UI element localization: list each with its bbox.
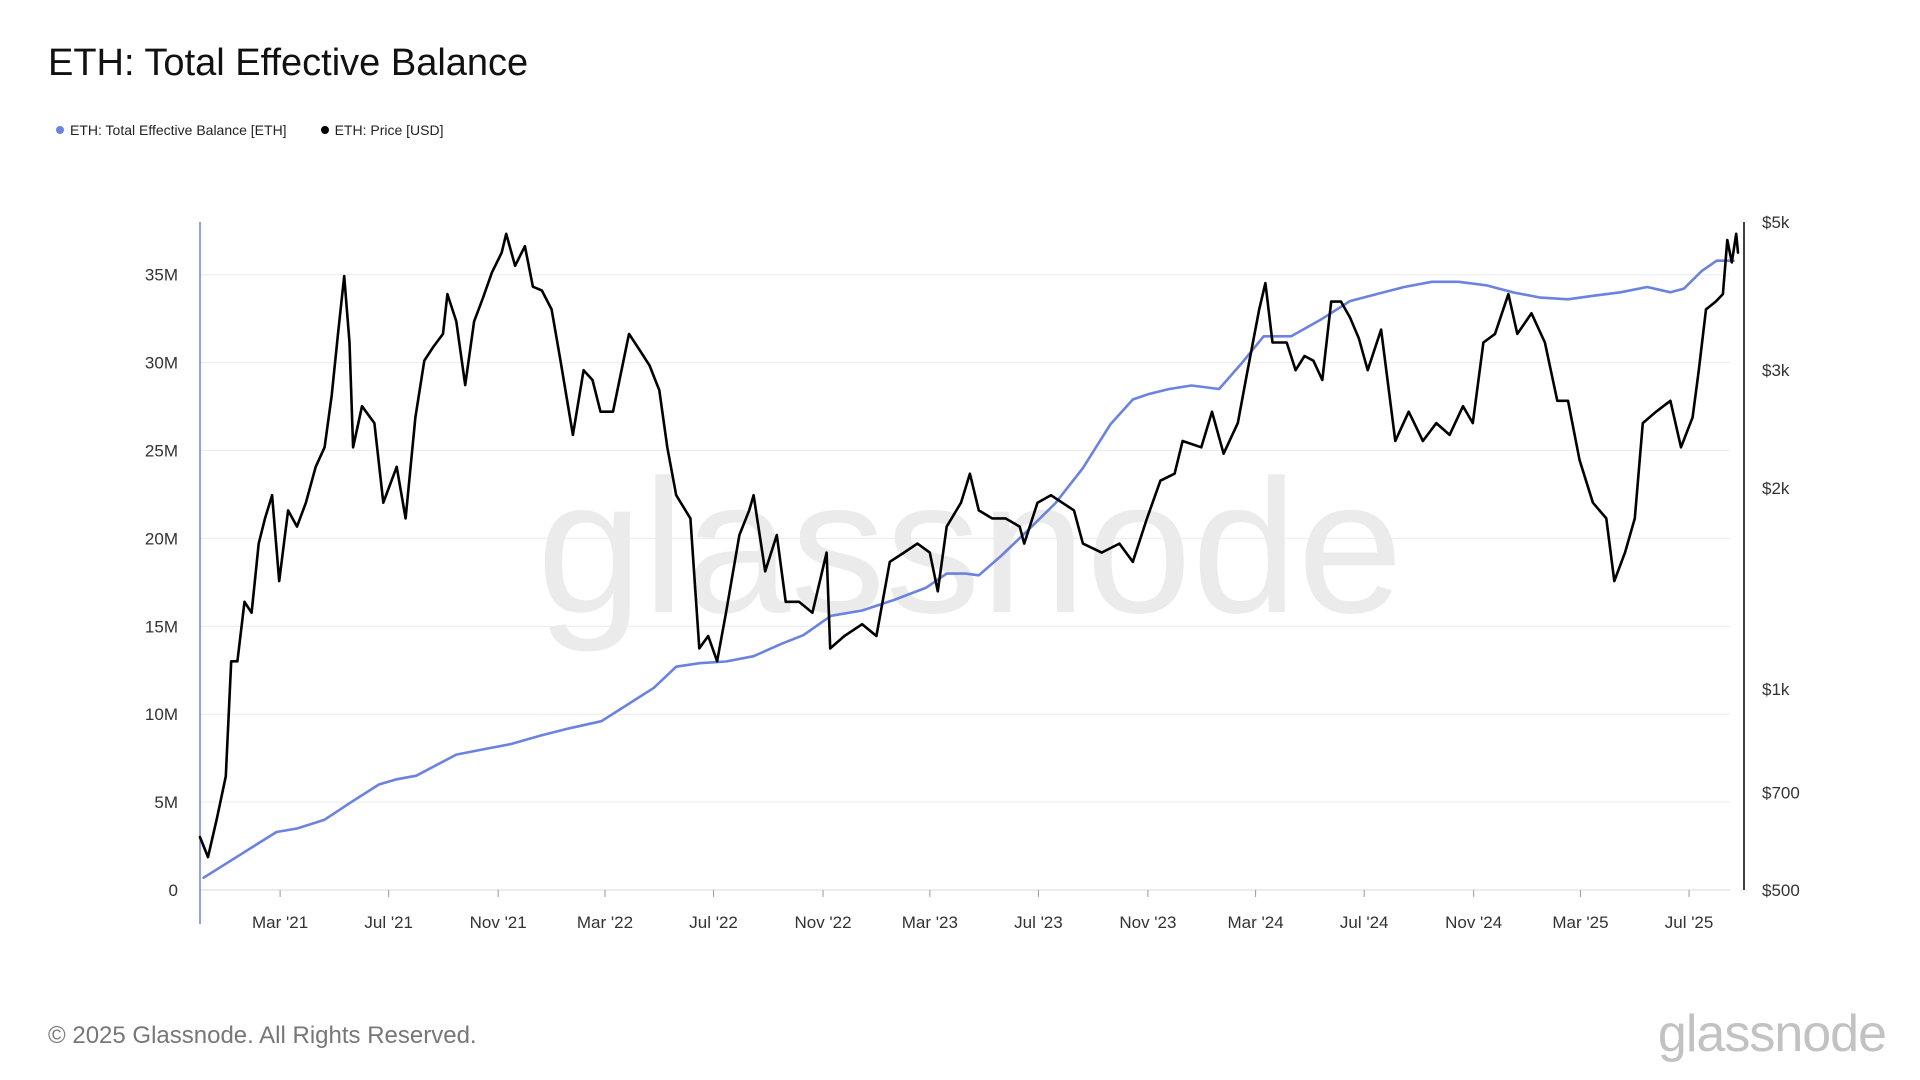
y-right-tick-label: $1k (1762, 680, 1790, 699)
legend-dot-price (320, 126, 329, 134)
x-tick-label: Mar '21 (252, 913, 308, 932)
x-tick-label: Jul '21 (364, 913, 413, 932)
chart-legend: ETH: Total Effective Balance [ETH] ETH: … (56, 122, 443, 138)
y-left-tick-label: 10M (145, 705, 178, 724)
y-left-tick-label: 15M (145, 617, 178, 636)
y-left-tick-label: 20M (145, 529, 178, 548)
x-tick-label: Jul '23 (1014, 913, 1063, 932)
legend-item-balance[interactable]: ETH: Total Effective Balance [ETH] (56, 122, 287, 138)
y-left-tick-label: 5M (154, 793, 178, 812)
x-tick-label: Mar '22 (577, 913, 633, 932)
x-tick-label: Jul '25 (1665, 913, 1714, 932)
x-tick-label: Nov '22 (794, 913, 851, 932)
y-left-tick-label: 0 (169, 881, 178, 900)
x-tick-label: Nov '21 (470, 913, 527, 932)
y-left-tick-label: 30M (145, 354, 178, 373)
legend-label-balance: ETH: Total Effective Balance [ETH] (70, 122, 287, 138)
x-tick-label: Mar '25 (1552, 913, 1608, 932)
y-left-tick-label: 25M (145, 442, 178, 461)
glassnode-logo: glassnode (1657, 1005, 1887, 1063)
chart-title: ETH: Total Effective Balance (48, 42, 529, 84)
copyright-footer: © 2025 Glassnode. All Rights Reserved. (48, 1022, 477, 1049)
x-tick-label: Nov '23 (1119, 913, 1176, 932)
y-left-tick-label: 35M (145, 266, 178, 285)
series-line-eth-price[interactable] (198, 232, 1740, 859)
y-right-tick-label: $3k (1762, 361, 1790, 380)
y-right-tick-label: $2k (1762, 479, 1790, 498)
x-tick-label: Jul '22 (689, 913, 738, 932)
x-tick-label: Mar '23 (902, 913, 958, 932)
legend-item-price[interactable]: ETH: Price [USD] (320, 122, 444, 138)
x-tick-label: Jul '24 (1340, 913, 1389, 932)
axes: 0 5M 10M 15M 20M 25M 30M 35M $500 $700 $1k $2k $3k $5… (145, 213, 1800, 932)
x-tick-label: Mar '24 (1228, 913, 1284, 932)
x-tick-label: Nov '24 (1445, 913, 1502, 932)
gridlines (200, 274, 1730, 803)
y-right-tick-label: $700 (1762, 783, 1800, 802)
legend-label-price: ETH: Price [USD] (334, 122, 444, 138)
series-layer (198, 232, 1740, 880)
y-right-tick-label: $5k (1762, 213, 1790, 232)
chart-area: glassnode 05M10M15M20M25M30M35M$500$700$… (145, 213, 1800, 932)
y-right-tick-label: $500 (1762, 881, 1800, 900)
series-line-total-effective-balance[interactable] (202, 259, 1735, 880)
legend-dot-balance (56, 126, 64, 134)
